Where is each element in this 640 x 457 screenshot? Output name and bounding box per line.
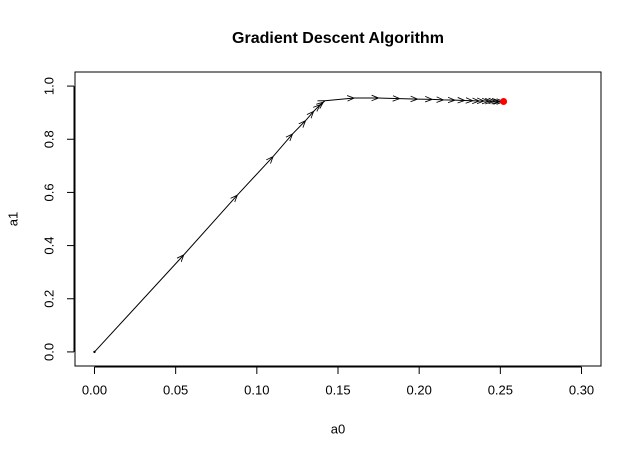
y-axis-label: a1 (5, 212, 20, 226)
y-tick-label: 0.0 (41, 343, 56, 361)
descent-path (94, 98, 504, 353)
x-tick-label: 0.00 (82, 382, 107, 397)
chart-title: Gradient Descent Algorithm (232, 30, 444, 47)
plot-box (74, 71, 602, 367)
x-tick-label: 0.20 (407, 382, 432, 397)
start-point (93, 350, 96, 354)
y-tick-label: 0.2 (41, 290, 56, 308)
y-tick-label: 0.8 (41, 130, 56, 148)
x-axis-label: a0 (331, 421, 345, 436)
x-tick-label: 0.05 (163, 382, 188, 397)
x-tick-label: 0.25 (488, 382, 513, 397)
final-point (500, 98, 508, 106)
x-tick-label: 0.15 (325, 382, 350, 397)
y-tick-label: 1.0 (41, 77, 56, 95)
y-tick-label: 0.4 (41, 237, 56, 255)
x-tick-label: 0.10 (244, 382, 269, 397)
y-tick-label: 0.6 (41, 183, 56, 201)
x-tick-label: 0.30 (569, 382, 594, 397)
